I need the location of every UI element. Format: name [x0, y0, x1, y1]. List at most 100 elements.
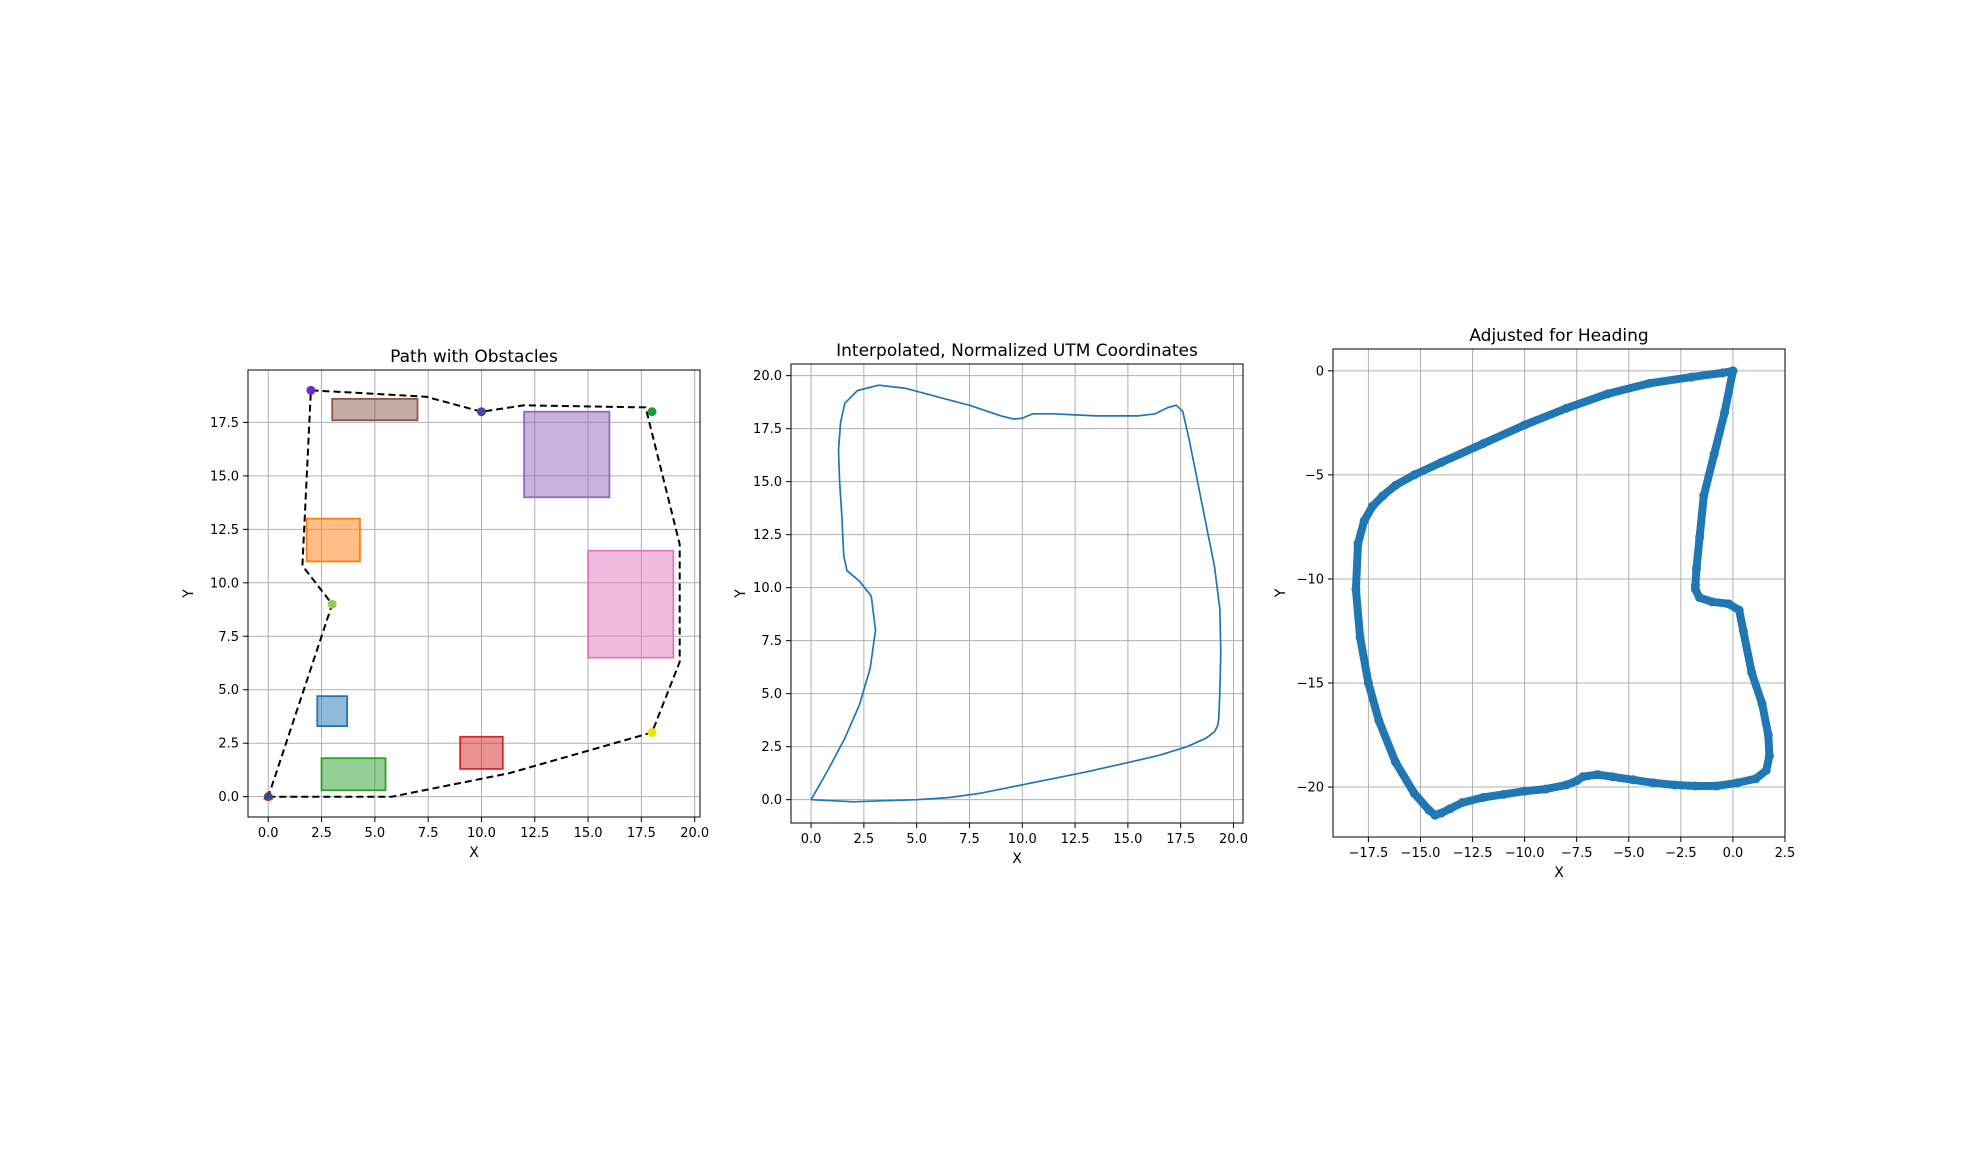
scatter-point [1409, 788, 1419, 798]
scatter-point [1738, 626, 1748, 636]
chart-title: Interpolated, Normalized UTM Coordinates [836, 341, 1198, 361]
scatter-point [1540, 784, 1550, 794]
scatter-point [1763, 730, 1773, 740]
scatter-point [1390, 480, 1400, 490]
scatter-point [1670, 780, 1680, 790]
plot-frame [790, 363, 1244, 824]
scatter-point [1649, 778, 1659, 788]
scatter-point [1390, 757, 1400, 767]
scatter-point [1572, 776, 1582, 786]
obstacles [305, 397, 675, 792]
x-tick-label: 2.5 [854, 832, 875, 847]
chart-adjusted-for-heading: −17.5 −15.0 −12.5 −10.0 −7.5 −5.0 −2.5 0.0 2.5 0 −… [1273, 326, 1795, 881]
x-axis-label: X [1554, 865, 1564, 881]
x-tick-label: −2.5 [1665, 846, 1697, 861]
x-tick-label: 0.0 [258, 826, 279, 841]
scatter-point [1690, 584, 1700, 594]
x-tick-label: −5.0 [1613, 846, 1645, 861]
x-tick-label: 10.0 [467, 826, 496, 841]
chart-title: Path with Obstacles [390, 347, 558, 367]
scatter-point [1732, 778, 1742, 788]
scatter-point [1747, 668, 1757, 678]
scatter-point [1520, 786, 1530, 796]
obstacle-rect [320, 757, 387, 792]
y-tick-label: 15.0 [210, 469, 239, 484]
scatter-point [1690, 781, 1700, 791]
x-tick-label: 20.0 [1219, 832, 1248, 847]
scatter-point [1409, 470, 1419, 480]
scatter-point [1734, 605, 1744, 615]
scatter-point [1720, 407, 1730, 417]
grid-lines [791, 364, 1243, 823]
y-tick-label: 10.0 [210, 576, 239, 591]
chart-title: Adjusted for Heading [1469, 326, 1648, 346]
waypoint-marker [476, 407, 486, 417]
scatter-point [1695, 593, 1705, 603]
x-tick-label: 5.0 [365, 826, 386, 841]
scatter-point [1691, 564, 1701, 574]
scatter-point [1709, 449, 1719, 459]
x-tick-label: −7.5 [1561, 846, 1593, 861]
obstacle-rect [305, 517, 361, 563]
scatter-point [1695, 532, 1705, 542]
series-line [267, 389, 681, 798]
scatter-point [1561, 403, 1571, 413]
scatter-point [1478, 439, 1488, 449]
y-tick-label: −5 [1305, 468, 1324, 483]
scatter-point [1607, 772, 1617, 782]
x-tick-label: 5.0 [906, 832, 927, 847]
x-tick-label: 15.0 [1113, 832, 1142, 847]
scatter-point [1628, 775, 1638, 785]
axis-ticks: −17.5 −15.0 −12.5 −10.0 −7.5 −5.0 −2.5 0.0 2.5 0 −… [1297, 364, 1796, 861]
y-tick-label: 5.0 [761, 687, 782, 702]
x-tick-label: 15.0 [574, 826, 603, 841]
data-series [1351, 366, 1774, 820]
scatter-point [1686, 372, 1696, 382]
x-tick-label: 12.5 [1061, 832, 1090, 847]
start-marker [263, 790, 274, 800]
scatter-point [1603, 389, 1613, 399]
waypoint-marker [647, 407, 657, 417]
x-tick-label: 12.5 [520, 826, 549, 841]
scatter-point [1757, 699, 1767, 709]
scatter-point [1707, 597, 1717, 607]
x-tick-label: 10.0 [1008, 832, 1037, 847]
y-axis-label: Y [1273, 588, 1289, 598]
x-tick-label: −15.0 [1401, 846, 1441, 861]
x-tick-label: 7.5 [418, 826, 439, 841]
scatter-point [1724, 599, 1734, 609]
y-tick-label: −10 [1297, 572, 1324, 587]
scatter-trace [1351, 366, 1774, 820]
plot-frame [1332, 348, 1786, 838]
y-tick-label: 7.5 [761, 634, 782, 649]
data-series [810, 384, 1222, 803]
obstacle-rect [331, 397, 419, 422]
x-tick-label: 20.0 [680, 826, 709, 841]
x-tick-label: 17.5 [1166, 832, 1195, 847]
scatter-point [1374, 715, 1384, 725]
x-tick-label: 7.5 [959, 832, 980, 847]
x-tick-label: −12.5 [1453, 846, 1493, 861]
scatter-point [1351, 584, 1361, 594]
waypoint-marker [306, 385, 316, 395]
obstacle-rect [523, 410, 611, 499]
axis-ticks: 0.0 2.5 5.0 7.5 10.0 12.5 15.0 17.5 20.0 0.0 2.5 5.… [210, 416, 709, 841]
scatter-point [1378, 491, 1388, 501]
obstacle-rect [316, 695, 349, 728]
scatter-point [1711, 781, 1721, 791]
x-tick-label: −10.0 [1505, 846, 1545, 861]
y-axis-label: Y [733, 589, 749, 599]
data-series [267, 389, 681, 798]
y-tick-label: 0.0 [761, 793, 782, 808]
y-tick-label: 17.5 [753, 422, 782, 437]
y-tick-label: 5.0 [218, 683, 239, 698]
y-axis-label: Y [181, 589, 197, 599]
scatter-point [1353, 539, 1363, 549]
y-tick-label: −20 [1297, 781, 1324, 796]
y-tick-label: 15.0 [753, 475, 782, 490]
scatter-point [1430, 810, 1440, 820]
scatter-point [1561, 780, 1571, 790]
y-tick-label: 0.0 [218, 790, 239, 805]
x-tick-label: −17.5 [1348, 846, 1388, 861]
